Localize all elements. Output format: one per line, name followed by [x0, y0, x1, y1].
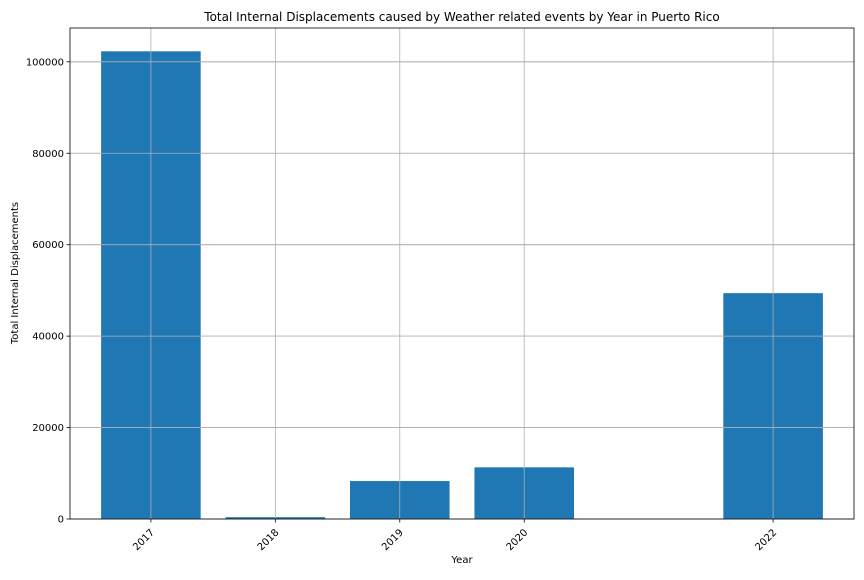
x-tick-label: 2019 — [380, 527, 406, 553]
x-axis-label: Year — [450, 555, 473, 566]
grid-lines-over-bars — [70, 28, 854, 520]
bars — [101, 51, 823, 519]
x-axis-ticks: 2017 2018 2019 2020 2022 — [131, 519, 779, 553]
y-tick-label: 60000 — [32, 240, 64, 251]
y-axis-label: Total Internal Displacements — [10, 202, 21, 345]
x-tick-label: 2020 — [505, 527, 531, 553]
y-tick-label: 20000 — [32, 423, 64, 434]
x-tick-label: 2022 — [753, 527, 779, 553]
x-tick-label: 2017 — [131, 527, 157, 553]
y-tick-label: 40000 — [32, 332, 64, 343]
x-tick-label: 2018 — [256, 527, 282, 553]
y-tick-label: 0 — [58, 515, 64, 526]
y-tick-label: 100000 — [26, 57, 64, 68]
y-axis-ticks: 0 20000 40000 60000 80000 100000 — [26, 57, 70, 526]
chart-title: Total Internal Displacements caused by W… — [203, 10, 719, 24]
plot-frame — [69, 27, 855, 520]
y-tick-label: 80000 — [32, 149, 64, 160]
